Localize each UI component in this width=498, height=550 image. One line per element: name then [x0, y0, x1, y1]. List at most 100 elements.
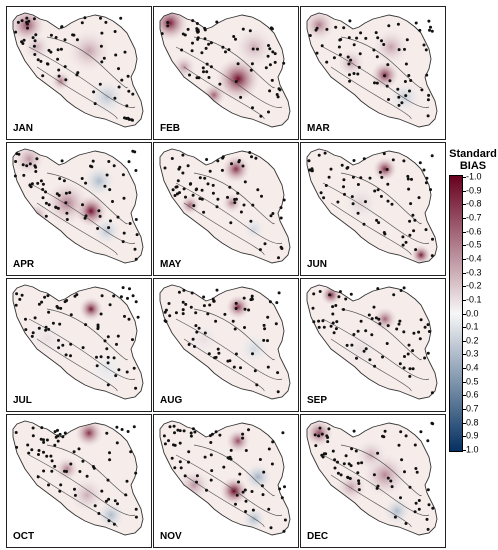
station-dot	[14, 30, 18, 34]
station-dot	[426, 527, 430, 531]
station-dot	[362, 349, 366, 353]
colorbar-tick-mark	[463, 381, 466, 383]
station-dot	[20, 293, 24, 297]
station-dot	[277, 291, 281, 295]
station-dot	[205, 158, 209, 161]
station-dot	[209, 453, 213, 457]
station-dot	[203, 26, 207, 30]
station-dot	[310, 169, 314, 173]
station-dot	[98, 214, 102, 218]
station-dot	[244, 449, 248, 452]
station-dot	[134, 471, 138, 475]
station-dot	[84, 181, 88, 185]
station-dot	[173, 466, 177, 470]
map-grid: JAN FEB MAR APR MAY JUN JUL AUG SEP OCT NOV DEC	[6, 6, 447, 548]
station-dot	[215, 288, 219, 292]
station-dot	[170, 456, 174, 460]
station-dot	[359, 319, 363, 323]
station-dot	[55, 305, 59, 308]
station-dot	[251, 106, 254, 110]
colorbar-tick-mark	[463, 436, 466, 438]
negative-bias-hotspot	[226, 295, 250, 319]
station-dot	[200, 188, 204, 192]
station-dot	[244, 499, 248, 503]
station-dot	[283, 518, 287, 522]
station-dot	[357, 479, 361, 483]
station-dot	[362, 157, 366, 161]
colorbar-tick-mark	[463, 368, 466, 370]
station-dot	[248, 151, 252, 154]
station-dot	[404, 62, 408, 66]
station-dot	[65, 211, 69, 215]
station-dot	[63, 469, 66, 473]
station-dot	[320, 44, 324, 48]
station-dot	[356, 461, 360, 465]
station-dot	[320, 453, 324, 457]
station-dot	[395, 327, 399, 331]
station-dot	[58, 322, 62, 326]
station-dot	[42, 469, 46, 473]
station-dot	[56, 48, 60, 52]
station-dot	[214, 355, 218, 359]
station-dot	[85, 474, 89, 478]
station-dot	[317, 153, 321, 157]
station-dot	[45, 438, 49, 442]
station-dot	[425, 176, 429, 180]
station-dot	[75, 38, 79, 42]
station-dot	[37, 453, 40, 456]
station-dot	[208, 434, 212, 438]
station-dot	[327, 175, 331, 179]
region-boundary	[36, 66, 118, 120]
colorbar-tick-label: -0.4	[466, 253, 482, 264]
station-dot	[250, 297, 254, 301]
station-dot	[15, 445, 19, 449]
station-dot	[44, 325, 48, 329]
station-dot	[120, 428, 124, 431]
station-dot	[218, 433, 222, 437]
station-dot	[134, 169, 138, 172]
station-dot	[186, 164, 190, 168]
negative-bias-hotspot	[355, 439, 387, 471]
station-dot	[263, 327, 267, 331]
station-dot	[266, 54, 270, 58]
station-dot	[26, 26, 29, 30]
station-dot	[385, 84, 389, 88]
station-dot	[256, 47, 259, 51]
region-boundary	[46, 36, 128, 89]
station-dot	[173, 194, 177, 197]
region-boundary	[183, 474, 265, 528]
colorbar-tick-mark	[463, 217, 466, 219]
station-dot	[125, 117, 128, 120]
station-dot	[251, 47, 255, 51]
station-dot	[400, 101, 404, 105]
station-dot	[221, 45, 225, 49]
station-dot	[39, 59, 43, 63]
station-dot	[216, 347, 220, 351]
station-dot	[376, 188, 380, 192]
station-dot	[414, 21, 418, 25]
station-dot	[317, 434, 321, 438]
region-boundary	[46, 172, 128, 225]
station-dot	[368, 176, 372, 180]
station-dot	[237, 480, 240, 484]
station-dot	[107, 519, 111, 523]
station-dot	[264, 66, 268, 70]
station-dot	[40, 300, 44, 304]
station-dot	[120, 78, 124, 82]
station-dot	[356, 329, 360, 333]
station-dot	[275, 301, 279, 305]
bias-map	[12, 420, 144, 536]
station-dot	[174, 311, 178, 315]
region-boundary	[322, 318, 430, 380]
colorbar-title-line2: BIAS	[459, 160, 487, 172]
station-dot	[424, 181, 428, 185]
region-boundary	[340, 444, 422, 497]
negative-bias-hotspot	[75, 421, 103, 447]
station-dot	[197, 326, 201, 330]
station-dot	[84, 323, 88, 327]
month-label: JUN	[307, 259, 328, 270]
station-dot	[232, 35, 236, 38]
station-dot	[282, 529, 286, 533]
station-dot	[99, 16, 102, 20]
station-dot	[357, 482, 361, 485]
